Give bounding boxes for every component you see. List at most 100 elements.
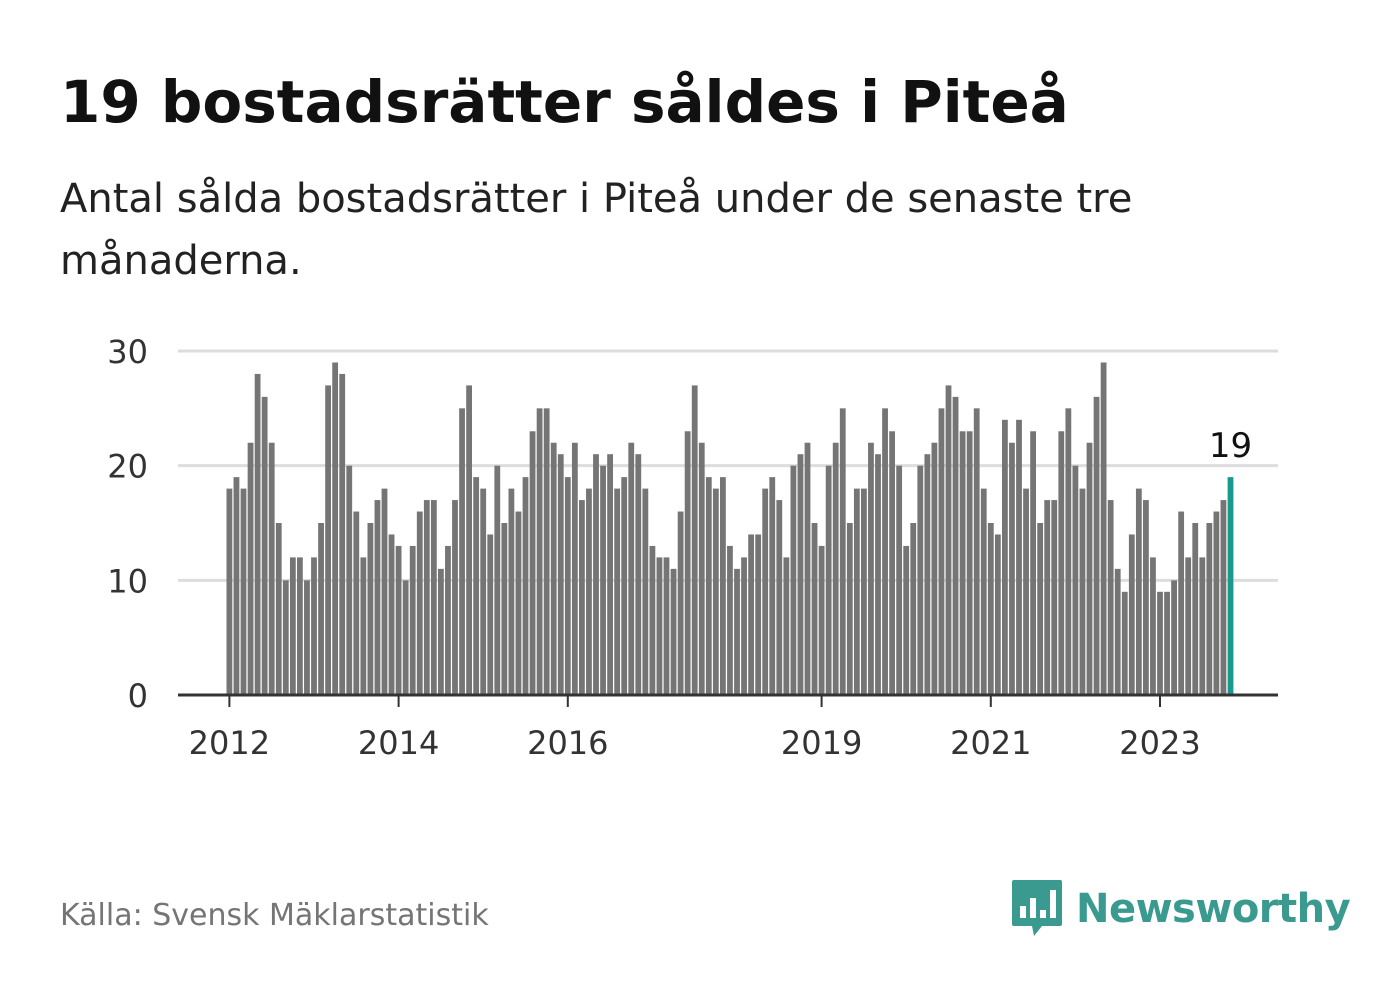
bar (762, 488, 769, 695)
bar (966, 431, 973, 695)
bar (1164, 591, 1170, 695)
bar (1072, 465, 1079, 695)
x-tick-label: 2016 (527, 724, 608, 762)
bar (783, 557, 790, 695)
bar (698, 442, 705, 695)
bar (973, 408, 980, 695)
page-subtitle: Antal sålda bostadsrätter i Piteå under … (60, 176, 1133, 284)
highlight-bar (1227, 477, 1234, 695)
bar (839, 408, 846, 695)
bar (586, 488, 592, 695)
bar (381, 488, 388, 695)
bar (994, 534, 1001, 695)
bar (1114, 568, 1121, 695)
x-tick-label: 2021 (950, 724, 1031, 762)
bar (987, 523, 994, 695)
bar (529, 431, 536, 695)
bar (600, 465, 606, 695)
bar (254, 373, 261, 695)
bar (712, 488, 719, 695)
bar (670, 568, 677, 695)
bar (790, 465, 797, 695)
bar (614, 488, 621, 695)
bar (1143, 500, 1149, 695)
page-title: 19 bostadsrätter såldes i Piteå (60, 68, 1069, 136)
bar (882, 408, 888, 695)
bar (311, 557, 317, 695)
bar (1037, 523, 1044, 695)
y-tick-label: 10 (107, 562, 148, 600)
bar (1065, 408, 1072, 695)
bar (1093, 396, 1100, 695)
bar (1171, 580, 1177, 695)
bar (367, 523, 374, 695)
bar (818, 545, 825, 695)
bar (727, 545, 733, 695)
bar (1044, 500, 1051, 695)
bar (931, 442, 938, 695)
bar (832, 442, 839, 695)
bar (1009, 442, 1015, 695)
bar (318, 523, 324, 695)
bar (1192, 523, 1199, 695)
bar (811, 523, 818, 695)
bar (1030, 431, 1036, 695)
bar (536, 408, 543, 695)
bar (924, 454, 931, 695)
bar (522, 477, 529, 695)
bar (769, 477, 776, 695)
bar (1016, 419, 1022, 695)
bar (339, 373, 346, 695)
bar (430, 500, 437, 695)
bar (889, 431, 895, 695)
bar (910, 523, 917, 695)
bar (494, 465, 501, 695)
bar (903, 545, 910, 695)
bar (1121, 591, 1128, 695)
bar (980, 488, 987, 695)
bar (1051, 500, 1058, 695)
bar (332, 362, 339, 695)
bar (734, 568, 740, 695)
x-tick-label: 2012 (189, 724, 270, 762)
newsworthy-logo: Newsworthy (1010, 878, 1351, 940)
bar (268, 442, 275, 695)
bar (1220, 500, 1227, 695)
bar (304, 580, 310, 695)
bar (564, 477, 571, 695)
bar (861, 488, 867, 695)
bar (1100, 362, 1107, 695)
bar (1150, 557, 1156, 695)
bar (1199, 557, 1206, 695)
bar (409, 545, 416, 695)
x-tick-label: 2023 (1119, 724, 1200, 762)
bar (1058, 431, 1065, 695)
bar (938, 408, 945, 695)
bar (1185, 557, 1192, 695)
bar (325, 385, 331, 695)
newsworthy-bar-chart-icon (1012, 880, 1062, 936)
bar (945, 385, 952, 695)
bar (846, 523, 853, 695)
bar (445, 545, 451, 695)
x-tick-label: 2019 (781, 724, 862, 762)
bar (360, 557, 367, 695)
bar (466, 385, 472, 695)
bar (593, 454, 599, 695)
bar (416, 511, 423, 695)
bar (579, 500, 585, 695)
logo-text: Newsworthy (1076, 886, 1351, 932)
bar (508, 488, 515, 695)
bar (423, 500, 430, 695)
bar (1135, 488, 1142, 695)
y-tick-label: 30 (107, 333, 148, 371)
bar (289, 557, 296, 695)
bar (1002, 419, 1008, 695)
bar (438, 568, 444, 695)
bar (776, 500, 783, 695)
bar (473, 477, 480, 695)
bar (691, 385, 698, 695)
bar (1157, 591, 1163, 695)
bar (755, 534, 762, 695)
bar (825, 465, 832, 695)
